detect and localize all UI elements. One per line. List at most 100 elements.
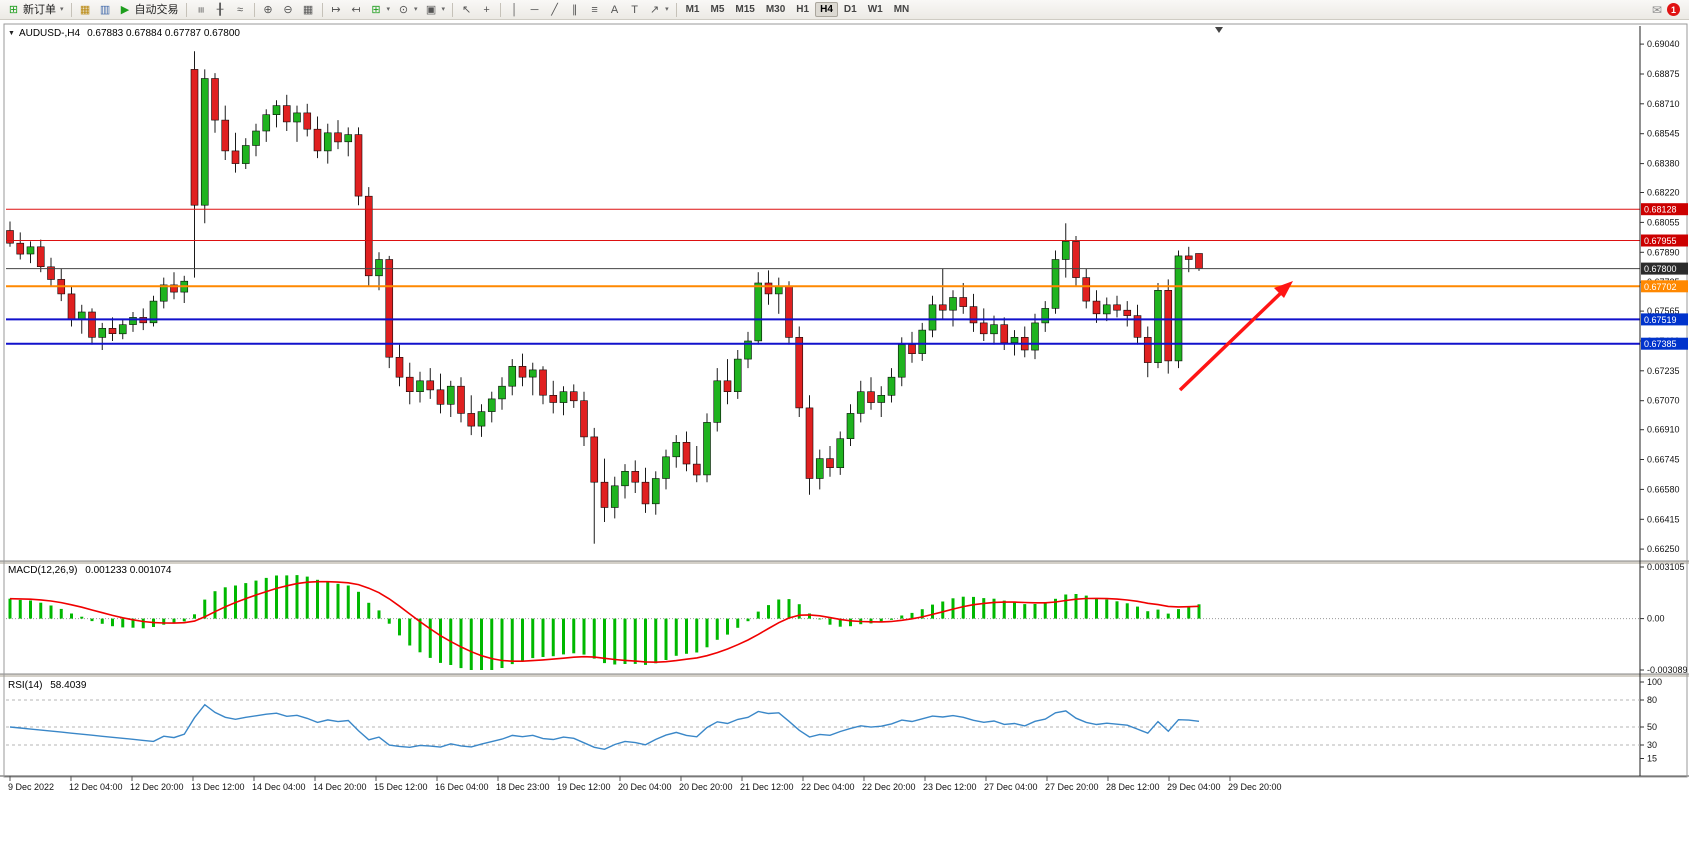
text-label-button[interactable]: T xyxy=(625,2,644,18)
timeframe-w1-button[interactable]: W1 xyxy=(867,4,883,15)
candle xyxy=(867,377,875,410)
candle xyxy=(938,268,947,320)
time-axis-label: 13 Dec 12:00 xyxy=(191,782,245,792)
zoom-in-button[interactable]: ⊕ xyxy=(259,2,278,18)
notifications-icon[interactable]: ✉ xyxy=(1651,2,1662,17)
fibonacci-button[interactable]: ≡ xyxy=(585,2,604,18)
candle xyxy=(272,100,281,128)
candle xyxy=(805,395,814,495)
trendline-button[interactable]: ╱ xyxy=(545,2,564,18)
trend-arrow[interactable] xyxy=(1178,288,1286,392)
timeframe-m5-button[interactable]: M5 xyxy=(710,4,725,15)
period-button[interactable]: ⊙ ▾ xyxy=(394,2,421,18)
candle xyxy=(580,391,588,446)
macd-signal-line xyxy=(9,580,1200,664)
candlestick-chart-button[interactable]: ╂ xyxy=(211,2,230,18)
autotrade-button[interactable]: ▶ 自动交易 xyxy=(116,2,182,18)
add-indicator-button[interactable]: ⊞ ▾ xyxy=(367,2,394,18)
candle xyxy=(672,435,681,468)
macd-axis-label: 0.003105 xyxy=(1647,562,1685,572)
candle xyxy=(405,362,414,405)
timeframe-d1-button[interactable]: D1 xyxy=(843,4,857,15)
auto-scroll-button[interactable]: ↦ xyxy=(327,2,346,18)
timeframe-m15-button[interactable]: M15 xyxy=(735,4,755,15)
candle xyxy=(211,73,219,133)
crosshair-icon: + xyxy=(483,3,490,16)
time-axis-label: 9 Dec 2022 xyxy=(8,782,54,792)
candle xyxy=(344,127,353,157)
macd-name: MACD(12,26,9) xyxy=(8,565,78,576)
tile-windows-button[interactable]: ▦ xyxy=(299,2,318,18)
bar-chart-button[interactable]: ≡ xyxy=(191,2,210,18)
timeframe-m1-button[interactable]: M1 xyxy=(685,4,700,15)
candle xyxy=(723,359,732,405)
candle xyxy=(959,283,968,314)
horizontal-line-icon: ─ xyxy=(530,3,539,16)
candle xyxy=(241,138,250,169)
candle xyxy=(26,241,35,264)
timeframe-m30-button[interactable]: M30 xyxy=(765,4,786,15)
macd-panel-area[interactable] xyxy=(6,564,1640,673)
main-chart-area[interactable] xyxy=(6,26,1640,560)
chart-window-button[interactable]: ▦ xyxy=(76,2,95,18)
candle xyxy=(1102,297,1111,322)
candle xyxy=(764,270,773,305)
text-button[interactable]: A xyxy=(605,2,624,18)
candle xyxy=(826,446,834,477)
fibonacci-icon: ≡ xyxy=(591,3,598,16)
market-watch-button[interactable]: ▥ xyxy=(96,2,115,18)
candle xyxy=(1174,250,1183,369)
zoom-out-button[interactable]: ⊖ xyxy=(279,2,298,18)
candle xyxy=(990,315,998,345)
price-label-box xyxy=(1641,280,1688,293)
candles-layer xyxy=(6,51,1203,544)
candle xyxy=(1072,236,1080,287)
price-tick-label: 0.66910 xyxy=(1647,425,1680,435)
toolbar-separator xyxy=(321,2,323,17)
templates-button[interactable]: ▣ ▾ xyxy=(422,2,449,18)
equidistant-channel-button[interactable]: ∥ xyxy=(565,2,584,18)
caret-down-icon: ▾ xyxy=(60,5,64,13)
candle xyxy=(395,344,404,387)
zoom-out-icon: ⊖ xyxy=(283,3,293,16)
horizontal-line-button[interactable]: ─ xyxy=(525,2,544,18)
price-axis[interactable] xyxy=(1640,26,1689,776)
time-axis-label: 18 Dec 23:00 xyxy=(496,782,550,792)
candle xyxy=(334,120,342,150)
candle xyxy=(221,105,230,160)
cursor-button[interactable]: ↖ xyxy=(457,2,476,18)
arrows-button[interactable]: ↗ ▾ xyxy=(645,2,672,18)
chart-shift-icon: ↤ xyxy=(351,3,361,16)
panel-splitter-rsi[interactable] xyxy=(0,674,1689,677)
candle xyxy=(692,446,701,483)
time-axis-label: 29 Dec 04:00 xyxy=(1167,782,1221,792)
time-axis[interactable] xyxy=(0,777,1640,795)
candle xyxy=(1082,268,1091,309)
timeframe-h1-button[interactable]: H1 xyxy=(796,4,810,15)
price-tick-label: 0.68380 xyxy=(1647,159,1680,169)
timeframe-mn-button[interactable]: MN xyxy=(893,4,910,15)
one-click-trading-toggle-icon[interactable]: ▼ xyxy=(8,30,15,37)
notification-badge[interactable]: 1 xyxy=(1667,3,1680,16)
candle xyxy=(375,252,383,291)
chart-shift-button[interactable]: ↤ xyxy=(347,2,366,18)
line-chart-button[interactable]: ≈ xyxy=(231,2,250,18)
price-label-value: 0.68128 xyxy=(1644,205,1677,215)
chart-shift-marker-icon[interactable] xyxy=(1215,27,1223,33)
candle xyxy=(569,384,578,408)
candle xyxy=(754,272,763,345)
vertical-line-button[interactable]: │ xyxy=(505,2,524,18)
panel-splitter-macd[interactable] xyxy=(0,561,1689,564)
time-axis-label: 21 Dec 12:00 xyxy=(740,782,794,792)
candle xyxy=(129,312,137,332)
candle xyxy=(969,293,978,332)
new-order-button[interactable]: ⊞ 新订单 ▾ xyxy=(4,2,67,18)
candle xyxy=(549,380,558,414)
timeframe-h4-button[interactable]: H4 xyxy=(815,2,838,17)
rsi-panel-area[interactable] xyxy=(6,678,1640,775)
crosshair-button[interactable]: + xyxy=(477,2,496,18)
time-axis-label: 23 Dec 12:00 xyxy=(923,782,977,792)
candle xyxy=(846,404,855,446)
candle xyxy=(815,449,824,490)
